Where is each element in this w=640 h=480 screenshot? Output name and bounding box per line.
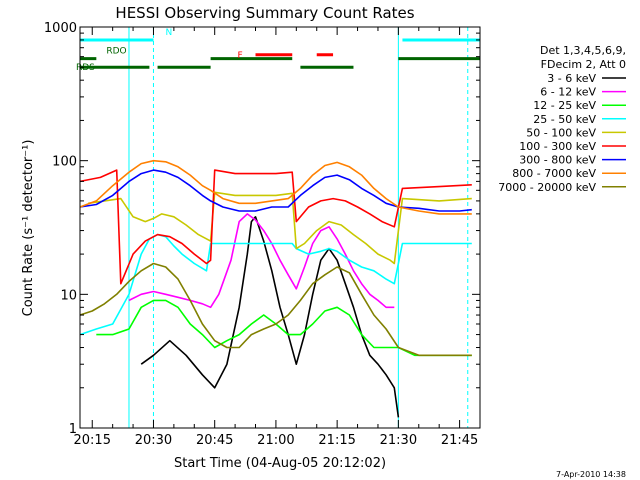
x-tick-label: 21:30	[380, 433, 417, 448]
series-line-7	[79, 159, 472, 215]
legend-label: 6 - 12 keV	[540, 86, 596, 99]
footer-timestamp: 7-Apr-2010 14:38	[556, 470, 626, 479]
x-tick-label: 21:45	[441, 433, 478, 448]
chart-title: HESSI Observing Summary Count Rates	[115, 4, 414, 22]
flag-label-n: N	[165, 28, 172, 38]
x-axis-label: Start Time (04-Aug-05 20:12:02)	[174, 456, 386, 471]
series-line-2	[96, 299, 472, 357]
x-tick-label: 21:00	[257, 433, 294, 448]
legend-label: 300 - 800 keV	[519, 154, 596, 167]
legend-header-line: FDecim 2, Att 0	[541, 58, 626, 71]
x-tick-label: 20:45	[196, 433, 233, 448]
flag-label-rdo: RDO	[106, 47, 126, 57]
x-tick-label: 21:15	[318, 433, 355, 448]
legend-label: 12 - 25 keV	[533, 99, 596, 112]
legend-label: 100 - 300 keV	[519, 140, 596, 153]
legend-label: 7000 - 20000 keV	[498, 181, 596, 194]
x-tick-label: 20:30	[135, 433, 172, 448]
legend-label: 50 - 100 keV	[526, 126, 596, 139]
y-axis-label: Count Rate (s⁻¹ detector⁻¹)	[21, 140, 36, 317]
y-tick-label: 1000	[44, 21, 77, 36]
y-tick-label: 100	[52, 155, 77, 170]
flag-label-f: F	[238, 51, 243, 61]
y-tick-label: 1	[69, 422, 77, 437]
flag-label-rds: RDS	[76, 63, 95, 73]
series-line-4	[88, 191, 472, 265]
series-line-1	[128, 213, 395, 309]
x-tick-label: 20:15	[74, 433, 111, 448]
y-tick-label: 10	[60, 288, 77, 303]
legend-label: 25 - 50 keV	[533, 113, 596, 126]
series-line-5	[79, 169, 472, 285]
legend: Det 1,3,4,5,6,9,FDecim 2, Att 03 - 6 keV…	[498, 44, 626, 194]
series-line-6	[79, 169, 472, 212]
plot-frame	[79, 26, 481, 429]
legend-header-line: Det 1,3,4,5,6,9,	[540, 44, 626, 57]
series-line-3	[79, 233, 472, 336]
legend-label: 800 - 7000 keV	[512, 167, 596, 180]
legend-label: 3 - 6 keV	[547, 72, 596, 85]
series-line-0	[140, 216, 400, 418]
series-line-8	[79, 262, 472, 357]
